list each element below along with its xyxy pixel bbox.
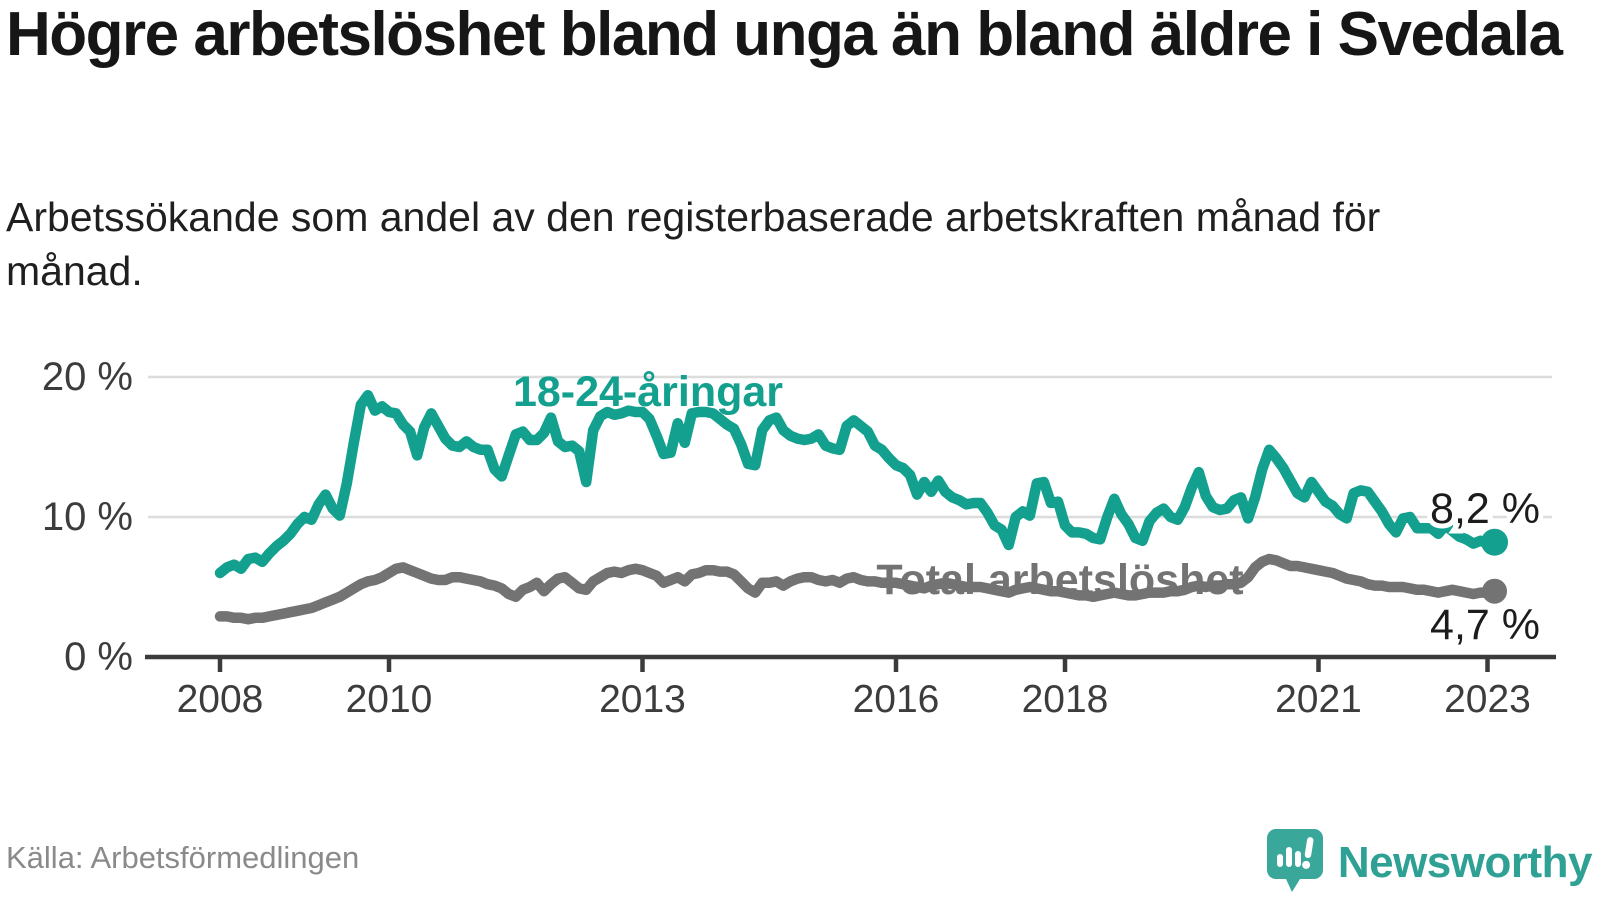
- y-tick-label-10: 10 %: [42, 495, 133, 539]
- x-tick-label-2021: 2021: [1275, 678, 1362, 721]
- series-end-value-total: 4,7 %: [1430, 601, 1540, 649]
- x-tick-label-2008: 2008: [177, 678, 264, 721]
- x-tick-label-2010: 2010: [346, 678, 433, 721]
- series-end-value-youth: 8,2 %: [1430, 485, 1540, 533]
- x-tick-label-2023: 2023: [1444, 678, 1531, 721]
- newsworthy-wordmark: Newsworthy: [1337, 838, 1593, 887]
- series-end-dot-youth: [1481, 528, 1509, 556]
- x-tick-label-2016: 2016: [853, 678, 940, 721]
- source-note: Källa: Arbetsförmedlingen: [6, 840, 360, 875]
- x-tick-label-2013: 2013: [599, 678, 686, 721]
- series-end-dot-total: [1482, 578, 1508, 604]
- chart-subtitle: Arbetssökande som andel av den registerb…: [6, 194, 1381, 295]
- series-label-total: Total arbetslöshet: [876, 556, 1243, 604]
- y-tick-label-0: 0 %: [64, 635, 133, 679]
- chart-title: Högre arbetslöshet bland unga än bland ä…: [6, 0, 1563, 69]
- series-line-youth: [214, 389, 1500, 579]
- series-line-total: [214, 553, 1500, 625]
- newsworthy-brand: Newsworthy: [1266, 826, 1593, 900]
- logo-bar-chart-icon: [1276, 837, 1314, 869]
- y-tick-label-20: 20 %: [42, 355, 133, 399]
- x-tick-label-2018: 2018: [1022, 678, 1109, 721]
- newsworthy-logo-icon: [1266, 829, 1323, 892]
- series-label-youth: 18-24-åringar: [513, 368, 783, 416]
